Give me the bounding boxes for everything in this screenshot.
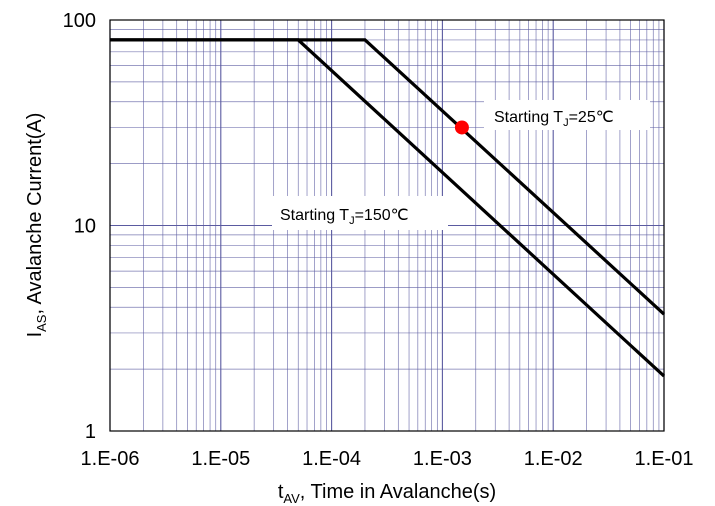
x-tick-label: 1.E-03 (413, 448, 472, 470)
annotation-tj25: Starting TJ=25℃ (484, 100, 650, 130)
x-tick-label: 1.E-01 (635, 448, 694, 470)
svg-text:Starting TJ=150℃: Starting TJ=150℃ (280, 207, 409, 227)
y-axis-title-rest: , Avalanche Current(A) (24, 113, 46, 315)
plot-frame (109, 19, 665, 432)
x-tick-label: 1.E-05 (191, 448, 250, 470)
x-axis-title-rest: , Time in Avalanche(s) (300, 481, 496, 503)
tick-labels: 1.E-06 1.E-05 1.E-04 1.E-03 1.E-02 1.E-01 1 10 1… (63, 10, 694, 470)
y-tick-label: 10 (74, 216, 96, 238)
y-axis-title-main: I (24, 332, 46, 338)
annotation-tj150-sub: J (349, 215, 355, 227)
y-tick-label: 1 (85, 421, 96, 443)
marker-point (454, 120, 469, 135)
x-axis-title-main: t (278, 481, 284, 503)
y-tick-label: 100 (63, 10, 96, 32)
annotation-tj150-prefix: Starting T (280, 207, 349, 224)
annotation-tj150-suffix: =150℃ (355, 207, 409, 224)
y-axis-title: IAS, Avalanche Current(A) (24, 113, 49, 338)
x-tick-label: 1.E-02 (524, 448, 583, 470)
x-tick-label: 1.E-04 (302, 448, 361, 470)
y-axis-title-sub: AS (34, 314, 49, 332)
series-layer (110, 38, 666, 378)
x-axis-title-sub: AV (283, 491, 300, 506)
series-line-tj25 (110, 38, 666, 316)
x-tick-label: 1.E-06 (81, 448, 140, 470)
annotation-tj150: Starting TJ=150℃ (272, 196, 448, 230)
annotation-tj25-prefix: Starting T (494, 109, 563, 126)
annotation-tj25-suffix: =25℃ (569, 109, 614, 126)
svg-text:Starting TJ=25℃: Starting TJ=25℃ (494, 109, 614, 129)
annotation-tj25-sub: J (563, 117, 569, 129)
series-line-tj150 (110, 38, 666, 378)
x-axis-title: tAV, Time in Avalanche(s) (278, 481, 496, 506)
